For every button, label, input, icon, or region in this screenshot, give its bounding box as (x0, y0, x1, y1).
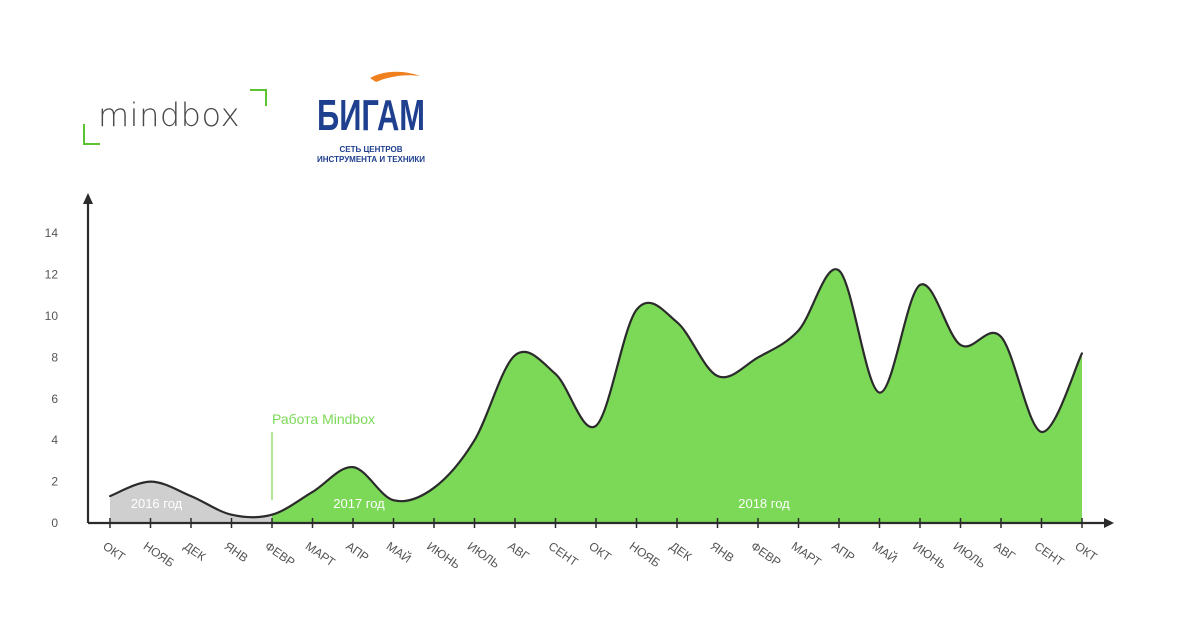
year-label: 2016 год (131, 496, 183, 511)
data-point-7 (392, 499, 395, 502)
x-tick-label: АВГ (991, 539, 1018, 564)
data-point-22 (1000, 335, 1002, 338)
data-point-9 (473, 439, 476, 442)
year-label: 2017 год (333, 496, 385, 511)
y-tick-label: 10 (45, 309, 59, 323)
data-point-23 (1040, 430, 1043, 433)
x-tick-label: МАЙ (384, 538, 414, 566)
mindbox-bracket-icon (83, 89, 267, 145)
x-tick-label: ОКТ (100, 539, 128, 564)
y-axis-arrow-icon (83, 193, 93, 204)
data-point-14 (676, 321, 678, 324)
data-point-6 (352, 466, 354, 469)
data-point-0 (109, 495, 111, 498)
data-point-1 (149, 480, 152, 483)
x-tick-label: МАЙ (870, 538, 900, 566)
x-tick-label: МАРТ (789, 539, 824, 570)
data-point-3 (230, 513, 233, 516)
y-tick-label: 4 (51, 433, 58, 447)
area-gray-0 (110, 481, 272, 523)
x-tick-label: ОКТ (586, 539, 614, 564)
x-tick-label: ИЮЛЬ (465, 539, 503, 571)
x-tick-label: СЕНТ (546, 539, 581, 570)
x-axis-arrow-icon (1104, 518, 1114, 528)
bigam-logo: БИГАМ СЕТЬ ЦЕНТРОВ ИНСТРУМЕНТА И ТЕХНИКИ (312, 68, 430, 168)
data-point-15 (716, 375, 719, 378)
x-tick-label: ДЕК (667, 539, 694, 564)
y-tick-label: 0 (51, 516, 58, 530)
data-point-24 (1081, 352, 1083, 355)
data-point-11 (554, 372, 557, 375)
y-tick-label: 6 (51, 392, 58, 406)
data-point-18 (838, 269, 840, 272)
data-point-13 (635, 308, 638, 311)
data-point-8 (433, 486, 435, 489)
x-tick-label: АВГ (505, 539, 532, 564)
data-point-17 (797, 329, 800, 332)
data-point-16 (757, 356, 759, 359)
y-tick-label: 14 (45, 226, 59, 240)
x-tick-label: НОЯБ (141, 539, 177, 570)
x-tick-label: ОКТ (1072, 539, 1100, 564)
x-tick-label: СЕНТ (1032, 539, 1067, 570)
x-tick-label: НОЯБ (627, 539, 663, 570)
data-point-5 (311, 490, 314, 493)
mindbox-logo: mindbox (82, 88, 272, 148)
x-tick-label: ДЕК (181, 539, 208, 564)
x-tick-label: ИЮЛЬ (951, 539, 989, 571)
x-tick-label: ЯНВ (222, 539, 251, 565)
data-point-12 (595, 424, 597, 427)
year-label: 2018 год (738, 496, 790, 511)
data-point-20 (919, 283, 921, 286)
y-tick-label: 2 (51, 475, 58, 489)
x-tick-label: ЯНВ (708, 539, 737, 565)
y-tick-label: 12 (45, 268, 59, 282)
bigam-subtitle-2: ИНСТРУМЕНТА И ТЕХНИКИ (316, 155, 426, 164)
x-tick-label: ИЮНЬ (910, 539, 949, 572)
mindbox-wordmark: mindbox (98, 96, 240, 134)
data-point-19 (878, 391, 881, 394)
area-green-1 (272, 269, 1082, 523)
data-point-10 (514, 354, 516, 357)
bigam-name: БИГАМ (317, 91, 425, 138)
x-tick-label: ФЕВР (262, 539, 297, 569)
y-tick-label: 8 (51, 350, 58, 364)
data-point-2 (190, 495, 192, 498)
annotation-label: Работа Mindbox (272, 411, 375, 427)
series-line (109, 268, 1083, 519)
x-tick-label: ФЕВР (748, 539, 783, 569)
x-tick-label: АПР (343, 539, 371, 565)
x-tick-label: АПР (829, 539, 857, 565)
bigam-subtitle-1: СЕТЬ ЦЕНТРОВ (339, 145, 403, 154)
data-point-4 (271, 513, 273, 516)
x-tick-label: МАРТ (303, 539, 338, 570)
data-point-21 (959, 343, 962, 346)
x-tick-label: ИЮНЬ (424, 539, 463, 572)
bigam-wordmark-icon: БИГАМ (317, 71, 425, 138)
